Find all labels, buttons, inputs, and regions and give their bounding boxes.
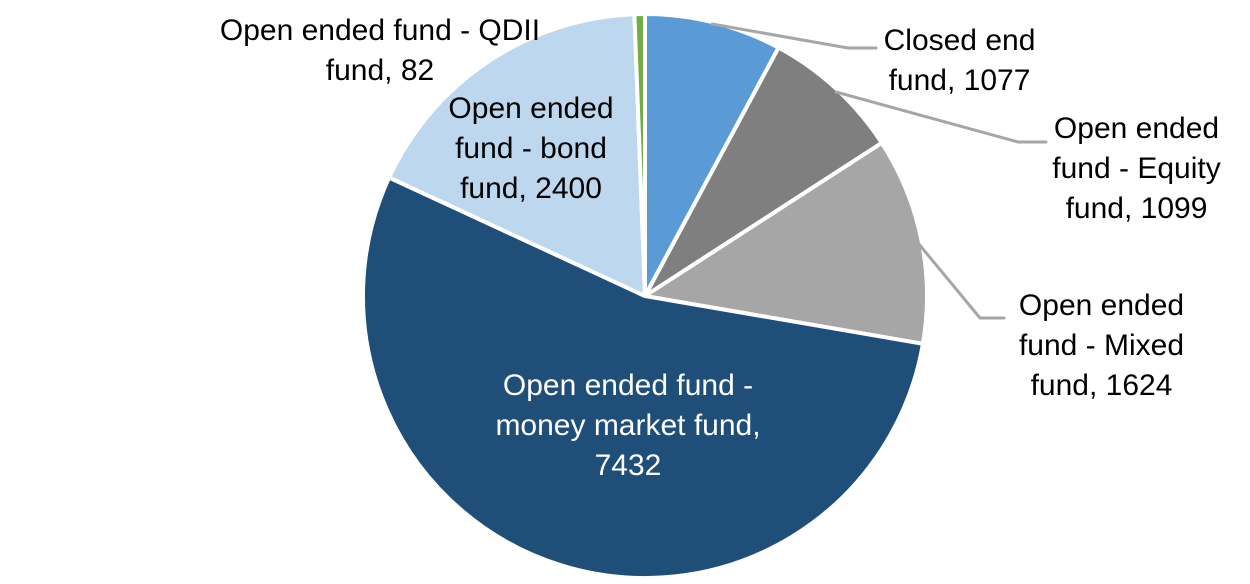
pie-slice-qdii-fund bbox=[632, 12, 647, 298]
data-label-money-market-fund: Open ended fund - money market fund, 743… bbox=[495, 369, 761, 482]
pie-slice-equity-fund bbox=[643, 45, 884, 298]
data-label-mixed-fund: Open ended fund - Mixed fund, 1624 bbox=[1018, 289, 1185, 402]
pie-slice-closed-end-fund bbox=[643, 11, 781, 298]
data-label-closed-end-fund: Closed end fund, 1077 bbox=[883, 24, 1036, 97]
pie-slice-bond-fund bbox=[387, 12, 647, 298]
data-label-qdii-fund: Open ended fund - QDII fund, 82 bbox=[219, 14, 541, 87]
leader-line-equity-fund bbox=[834, 90, 1048, 144]
pie-slice-money-market-fund bbox=[360, 175, 925, 580]
pie-slices bbox=[360, 11, 929, 580]
data-label-bond-fund: Open ended fund - bond fund, 2400 bbox=[448, 92, 614, 205]
leader-line-closed-end-fund bbox=[710, 22, 878, 50]
pie-slice-mixed-fund bbox=[643, 140, 929, 346]
leader-line-mixed-fund bbox=[916, 241, 1006, 320]
data-label-equity-fund: Open ended fund - Equity fund, 1099 bbox=[1052, 112, 1221, 225]
